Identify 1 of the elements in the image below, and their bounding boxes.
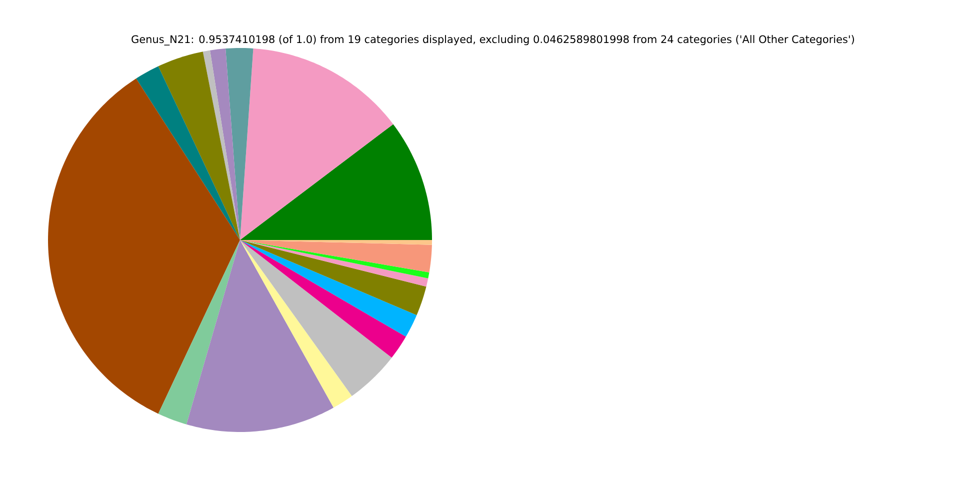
text: Genus_N21: 0.9537410198 (of 1.0) from 19 categories displayed, excluding 0.0462589801998 from 24 categories ('All Other Categories') [132,35,854,46]
